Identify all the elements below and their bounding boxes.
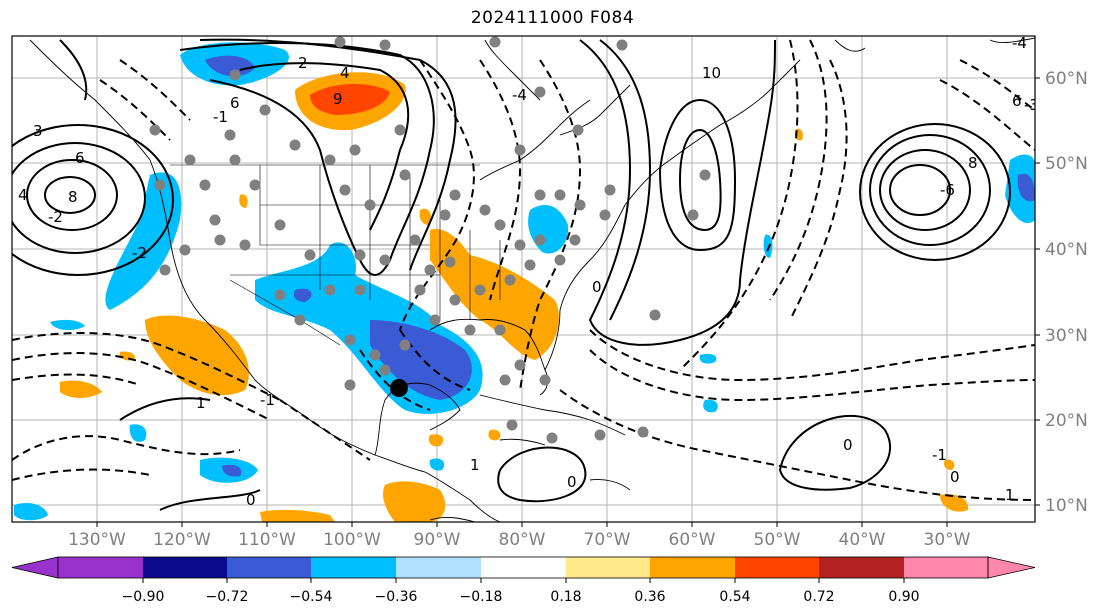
colorbar-segment — [904, 557, 988, 578]
colorbar-segment — [481, 557, 566, 578]
colorbar-segment — [566, 557, 650, 578]
contour-label: -1 — [260, 391, 275, 409]
colorbar-tick-label: 0.90 — [888, 589, 919, 605]
solid-contours — [12, 38, 1011, 511]
lon-label: 70°W — [584, 530, 631, 550]
colorbar-segment — [143, 557, 227, 578]
latitude-labels: 60°N 50°N 40°N 30°N 20°N 10°N — [1045, 69, 1088, 516]
contour-label: 8 — [68, 188, 78, 206]
axis-ticks — [96, 77, 1040, 527]
colorbar-tick-label: −0.54 — [290, 589, 333, 605]
colorbar-tick-labels: −0.90 −0.72 −0.54 −0.36 −0.18 0.18 0.36 … — [122, 589, 920, 605]
contour-label: 1 — [1005, 486, 1015, 504]
map-frame — [11, 35, 1036, 523]
lat-label: 10°N — [1045, 496, 1088, 516]
lat-label: 40°N — [1045, 240, 1088, 260]
colorbar-segment — [227, 557, 311, 578]
contour-label: 4 — [340, 64, 350, 82]
contour-label: 0 — [950, 468, 960, 486]
state-borders — [170, 164, 501, 346]
lon-label: 30°W — [924, 530, 971, 550]
lon-label: 50°W — [754, 530, 801, 550]
contour-label: 6 — [1012, 92, 1022, 110]
contour-label: -3 — [1024, 96, 1039, 114]
colorbar-segment — [311, 557, 396, 578]
lon-label: 100°W — [323, 530, 381, 550]
lon-label: 80°W — [499, 530, 546, 550]
lon-label: 60°W — [669, 530, 716, 550]
longitude-labels: 130°W 120°W 110°W 100°W 90°W 80°W 70°W 6… — [68, 530, 971, 550]
contour-label: -4 — [512, 86, 527, 104]
contour-label: 4 — [18, 186, 28, 204]
contour-label: 8 — [968, 154, 978, 172]
colorbar-tick-label: −0.18 — [460, 589, 503, 605]
contour-label: 2 — [298, 54, 308, 72]
colorbar-segment — [58, 557, 143, 578]
lon-label: 90°W — [414, 530, 461, 550]
contour-label: 0 — [843, 436, 853, 454]
colorbar-tick-label: 0.36 — [634, 589, 665, 605]
shaded-anomaly-regions — [14, 42, 1035, 522]
contour-label: -2 — [132, 244, 147, 262]
colorbar-segment — [735, 557, 819, 578]
colorbar-tick-label: 0.54 — [719, 589, 750, 605]
colorbar-tick-label: −0.36 — [375, 589, 418, 605]
contour-label: -2 — [48, 208, 63, 226]
colorbar-segment — [819, 557, 904, 578]
lat-label: 50°N — [1045, 154, 1088, 174]
colorbar-outline — [57, 556, 989, 579]
contour-label: -6 — [940, 181, 955, 199]
colorbar-segment — [650, 557, 735, 578]
contour-label: 9 — [333, 90, 343, 108]
map-title: 2024111000 F084 — [470, 8, 635, 28]
dashed-contours — [12, 39, 1035, 501]
contour-label: 6 — [75, 149, 85, 167]
contour-label: 6 — [230, 94, 240, 112]
lon-label: 110°W — [238, 530, 296, 550]
lon-label: 130°W — [68, 530, 126, 550]
contour-label: 10 — [702, 64, 721, 82]
lat-label: 20°N — [1045, 411, 1088, 431]
contour-label: -1 — [213, 108, 228, 126]
lat-label: 30°N — [1045, 326, 1088, 346]
contour-label: 0 — [592, 278, 602, 296]
contour-label: 1 — [196, 394, 206, 412]
colorbar-tick-label: −0.72 — [206, 589, 249, 605]
colorbar — [11, 556, 1036, 583]
contour-label: 0 — [246, 491, 256, 509]
colorbar-extend-max — [987, 556, 1036, 579]
colorbar-extend-min — [11, 556, 59, 579]
contour-label: -1 — [932, 446, 947, 464]
lon-label: 40°W — [839, 530, 886, 550]
colorbar-tick-label: 0.18 — [550, 589, 581, 605]
contour-label: 0 — [567, 473, 577, 491]
station-markers — [149, 36, 711, 444]
focus-point-marker — [390, 379, 408, 397]
colorbar-segment — [396, 557, 481, 578]
contour-label: 1 — [470, 456, 480, 474]
lon-label: 120°W — [153, 530, 211, 550]
colorbar-tick-label: −0.90 — [122, 589, 165, 605]
contour-label: -4 — [1012, 34, 1027, 52]
contour-label: 3 — [33, 122, 43, 140]
colorbar-tick-label: 0.72 — [803, 589, 834, 605]
lat-label: 60°N — [1045, 69, 1088, 89]
